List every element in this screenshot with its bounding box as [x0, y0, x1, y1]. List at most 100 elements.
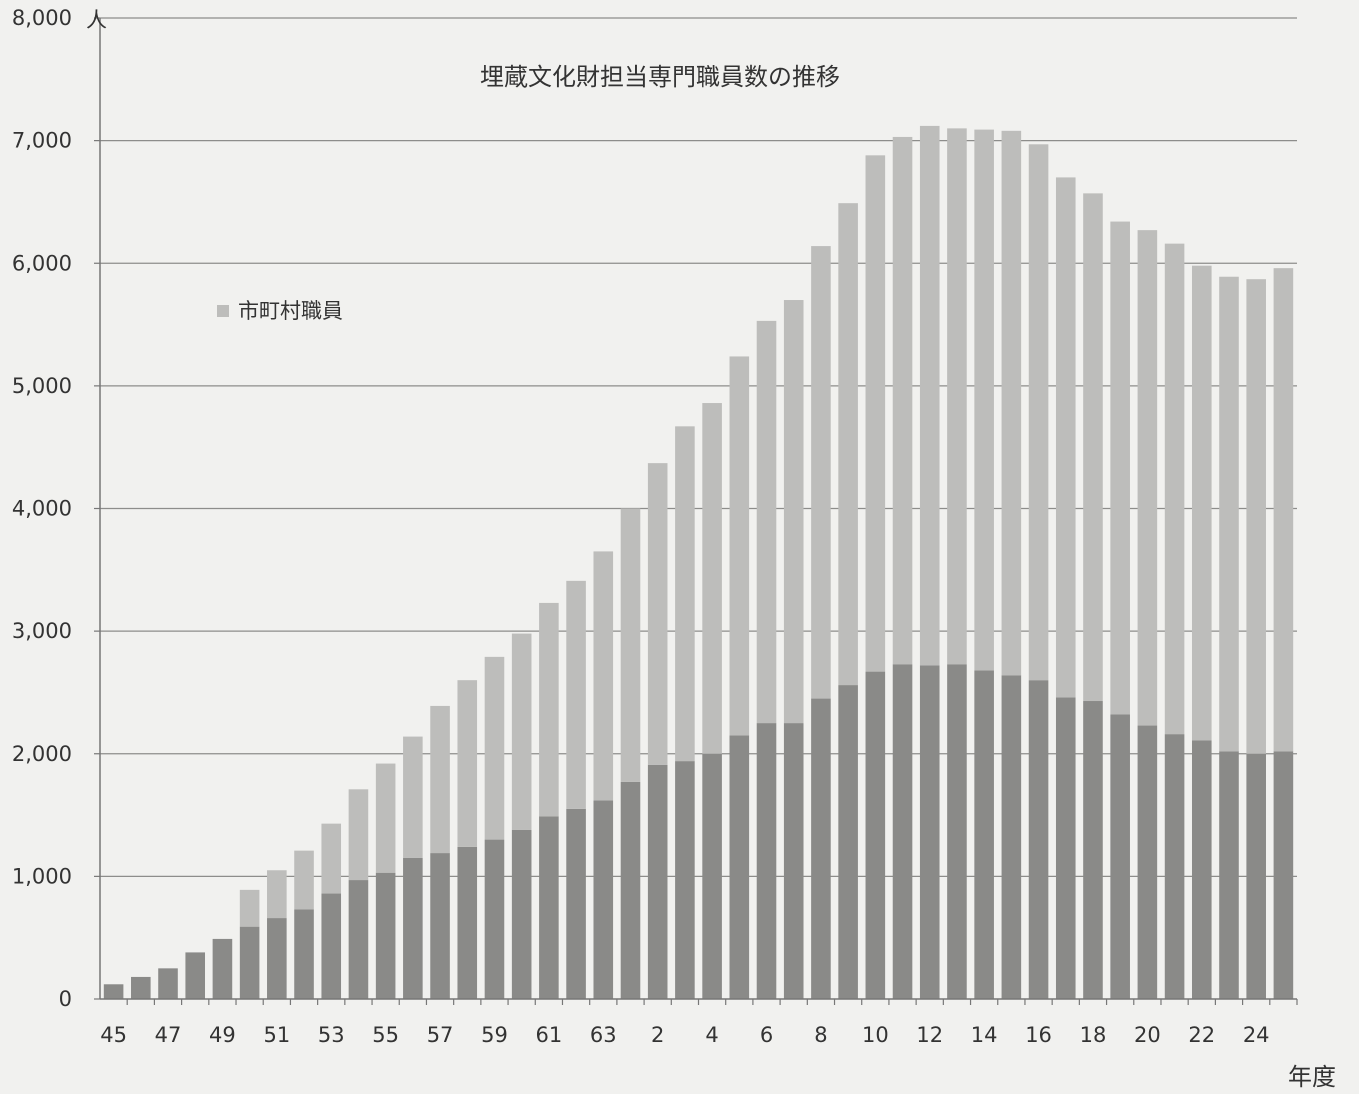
- bar-segment-lower-3: [675, 761, 695, 999]
- x-tick-label: 57: [427, 1023, 454, 1047]
- bar-segment-lower-10: [865, 671, 886, 999]
- bar-segment-lower-16: [1028, 680, 1049, 999]
- bar-segment-lower-47: [158, 968, 178, 999]
- bar-segment-lower-49: [212, 938, 233, 999]
- bar-segment-municipal-23: [1219, 276, 1239, 752]
- bar-segment-lower-4: [702, 753, 722, 999]
- x-tick-label: 47: [155, 1023, 182, 1047]
- y-tick-label: 4,000: [12, 497, 72, 521]
- bar-segment-municipal-15: [1001, 130, 1022, 676]
- bar-segment-lower-58: [457, 846, 478, 999]
- bar-segment-municipal-5: [729, 356, 750, 736]
- bar-segment-lower-57: [430, 853, 450, 999]
- bar-segment-municipal-52: [294, 850, 314, 910]
- x-tick-label: 12: [916, 1023, 943, 1047]
- bar-segment-lower-56: [403, 857, 423, 999]
- bar-segment-municipal-63: [593, 551, 614, 801]
- bar-segment-municipal-54: [348, 789, 369, 881]
- y-tick-label: 6,000: [12, 251, 72, 275]
- x-tick-label: 55: [372, 1023, 399, 1047]
- x-tick-label: 61: [536, 1023, 563, 1047]
- x-tick-label: 51: [263, 1023, 290, 1047]
- bar-segment-lower-5: [729, 735, 750, 999]
- bar-segment-municipal-20: [1137, 230, 1158, 726]
- bar-segment-municipal-9: [838, 203, 858, 686]
- x-tick-label: 4: [705, 1023, 718, 1047]
- bar-segment-municipal-2: [647, 463, 668, 765]
- y-tick-label: 8,000: [12, 6, 72, 30]
- y-tick-labels: 0 1,000 2,000 3,000 4,000 5,000 6,000 7,000 8,00…: [12, 6, 72, 1011]
- bar-segment-lower-62: [566, 808, 586, 999]
- x-axis-label: 年度: [1288, 1063, 1336, 1091]
- bar-segment-municipal-62: [566, 580, 586, 809]
- x-tick-label: 2: [651, 1023, 664, 1047]
- bar-segment-lower-15: [1001, 675, 1022, 999]
- bar-segment-municipal-53: [321, 823, 342, 894]
- bar-segment-municipal-22: [1191, 265, 1212, 741]
- chart-title: 埋蔵文化財担当専門職員数の推移: [480, 63, 840, 91]
- bar-segment-municipal-56: [403, 736, 423, 858]
- bar-segment-lower-7: [783, 723, 804, 999]
- bar-segment-lower-24: [1246, 753, 1266, 999]
- bar-segment-municipal-19: [1110, 221, 1130, 715]
- x-tick-label: 8: [814, 1023, 827, 1047]
- y-tick-label: 2,000: [12, 742, 72, 766]
- bar-segment-lower-13: [947, 664, 967, 999]
- bars: [103, 125, 1294, 999]
- bar-segment-municipal-21: [1164, 243, 1185, 735]
- y-tick-label: 5,000: [12, 374, 72, 398]
- legend-label-municipal: 市町村職員: [238, 299, 343, 323]
- bar-segment-municipal-18: [1083, 193, 1103, 702]
- bar-segment-lower-61: [539, 816, 559, 999]
- bar-segment-municipal-58: [457, 680, 478, 847]
- y-axis-unit-label: 人: [86, 8, 107, 32]
- bar-segment-lower-23: [1219, 751, 1239, 999]
- x-tick-label: 14: [971, 1023, 998, 1047]
- bar-segment-municipal-8: [811, 246, 831, 699]
- bar-segment-municipal-11: [892, 136, 913, 665]
- bar-segment-municipal-13: [947, 128, 967, 665]
- bar-segment-municipal-57: [430, 705, 450, 854]
- bar-segment-lower-22: [1191, 740, 1212, 999]
- y-tick-label: 3,000: [12, 619, 72, 643]
- bar-segment-municipal-16: [1028, 144, 1049, 681]
- bar-segment-municipal-10: [865, 155, 886, 672]
- bar-segment-municipal-3: [675, 426, 695, 762]
- bar-segment-lower-1: [620, 781, 641, 999]
- bar-segment-lower-59: [484, 839, 505, 999]
- bar-segment-municipal-1: [620, 508, 641, 782]
- x-tick-label: 10: [862, 1023, 889, 1047]
- bar-segment-municipal-14: [974, 129, 994, 671]
- legend-swatch-municipal: [217, 305, 229, 317]
- bar-segment-lower-11: [892, 664, 913, 999]
- x-tick-label: 22: [1188, 1023, 1215, 1047]
- bar-segment-lower-8: [811, 698, 831, 999]
- bar-segment-lower-21: [1164, 734, 1185, 999]
- bar-segment-lower-63: [593, 800, 614, 999]
- bar-segment-lower-46: [131, 976, 151, 999]
- bar-segment-municipal-59: [484, 656, 505, 840]
- bar-segment-lower-12: [919, 665, 940, 999]
- y-tick-label: 0: [59, 987, 72, 1011]
- bar-segment-lower-50: [239, 926, 260, 999]
- y-tick-label: 1,000: [12, 864, 72, 888]
- bar-segment-lower-14: [974, 670, 994, 999]
- x-tick-label: 45: [100, 1023, 127, 1047]
- bar-segment-municipal-7: [783, 300, 804, 724]
- bar-segment-lower-53: [321, 893, 342, 999]
- bar-segment-lower-20: [1137, 725, 1158, 999]
- x-tick-label: 24: [1243, 1023, 1270, 1047]
- bar-segment-lower-9: [838, 685, 858, 999]
- bar-segment-municipal-24: [1246, 279, 1266, 754]
- bar-segment-lower-54: [348, 880, 369, 999]
- y-tick-label: 7,000: [12, 129, 72, 153]
- x-tick-labels: 45 47 49 51 53 55 57 59 61 63 2 4 6 8 10 12 14 16 18 20 22 24: [100, 999, 1298, 1047]
- bar-segment-lower-25: [1273, 751, 1294, 999]
- bar-segment-municipal-12: [919, 125, 940, 666]
- x-tick-label: 49: [209, 1023, 236, 1047]
- x-tick-label: 18: [1080, 1023, 1107, 1047]
- bar-segment-lower-51: [267, 918, 287, 999]
- bar-segment-municipal-51: [267, 870, 287, 919]
- x-tick-label: 63: [590, 1023, 617, 1047]
